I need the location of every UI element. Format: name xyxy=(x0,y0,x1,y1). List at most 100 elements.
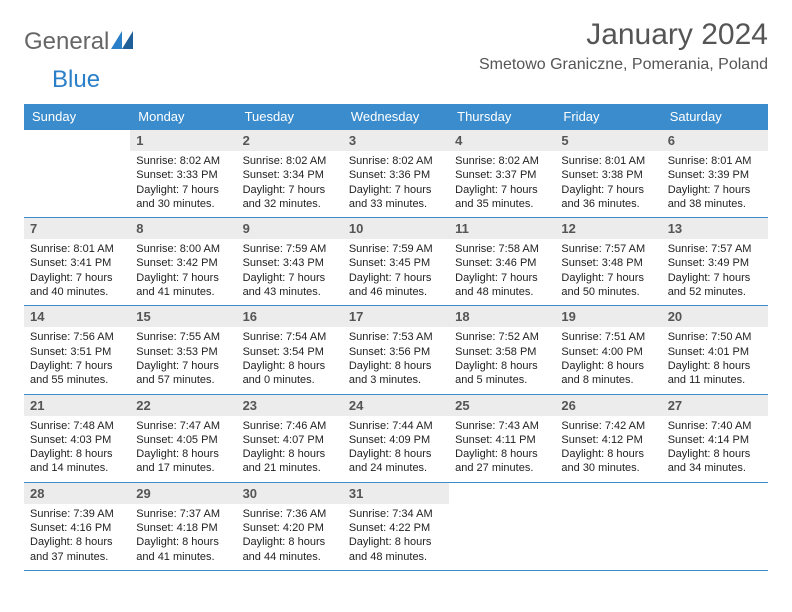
day-body: Sunrise: 8:01 AMSunset: 3:38 PMDaylight:… xyxy=(555,151,661,217)
day-number: 26 xyxy=(555,395,661,416)
daylight-text: Daylight: 7 hours and 41 minutes. xyxy=(136,271,230,300)
day-number: 1 xyxy=(130,130,236,151)
sunrise-text: Sunrise: 8:02 AM xyxy=(243,154,337,168)
day-body: Sunrise: 7:57 AMSunset: 3:48 PMDaylight:… xyxy=(555,239,661,305)
day-body: Sunrise: 7:55 AMSunset: 3:53 PMDaylight:… xyxy=(130,327,236,393)
sunrise-text: Sunrise: 7:42 AM xyxy=(561,419,655,433)
day-number: 9 xyxy=(237,218,343,239)
day-body: Sunrise: 7:54 AMSunset: 3:54 PMDaylight:… xyxy=(237,327,343,393)
day-cell: 28Sunrise: 7:39 AMSunset: 4:16 PMDayligh… xyxy=(24,483,130,570)
day-cell: 18Sunrise: 7:52 AMSunset: 3:58 PMDayligh… xyxy=(449,306,555,393)
calendar-header-row: SundayMondayTuesdayWednesdayThursdayFrid… xyxy=(24,104,768,130)
day-cell: 23Sunrise: 7:46 AMSunset: 4:07 PMDayligh… xyxy=(237,395,343,482)
sunrise-text: Sunrise: 7:54 AM xyxy=(243,330,337,344)
sunset-text: Sunset: 4:12 PM xyxy=(561,433,655,447)
daylight-text: Daylight: 8 hours and 0 minutes. xyxy=(243,359,337,388)
daylight-text: Daylight: 7 hours and 33 minutes. xyxy=(349,183,443,212)
sunset-text: Sunset: 3:48 PM xyxy=(561,256,655,270)
sunrise-text: Sunrise: 7:46 AM xyxy=(243,419,337,433)
sunrise-text: Sunrise: 7:51 AM xyxy=(561,330,655,344)
daylight-text: Daylight: 7 hours and 57 minutes. xyxy=(136,359,230,388)
day-number: 29 xyxy=(130,483,236,504)
daylight-text: Daylight: 7 hours and 52 minutes. xyxy=(668,271,762,300)
day-number: 20 xyxy=(662,306,768,327)
daylight-text: Daylight: 7 hours and 48 minutes. xyxy=(455,271,549,300)
day-number: 19 xyxy=(555,306,661,327)
day-body: Sunrise: 8:01 AMSunset: 3:39 PMDaylight:… xyxy=(662,151,768,217)
day-cell: 13Sunrise: 7:57 AMSunset: 3:49 PMDayligh… xyxy=(662,218,768,305)
sunrise-text: Sunrise: 7:34 AM xyxy=(349,507,443,521)
day-number: 14 xyxy=(24,306,130,327)
daylight-text: Daylight: 7 hours and 35 minutes. xyxy=(455,183,549,212)
day-cell: 27Sunrise: 7:40 AMSunset: 4:14 PMDayligh… xyxy=(662,395,768,482)
day-cell: 14Sunrise: 7:56 AMSunset: 3:51 PMDayligh… xyxy=(24,306,130,393)
daylight-text: Daylight: 7 hours and 43 minutes. xyxy=(243,271,337,300)
day-body: Sunrise: 8:02 AMSunset: 3:33 PMDaylight:… xyxy=(130,151,236,217)
sunrise-text: Sunrise: 8:01 AM xyxy=(30,242,124,256)
day-cell: 6Sunrise: 8:01 AMSunset: 3:39 PMDaylight… xyxy=(662,130,768,217)
day-body: Sunrise: 7:39 AMSunset: 4:16 PMDaylight:… xyxy=(24,504,130,570)
sunrise-text: Sunrise: 7:55 AM xyxy=(136,330,230,344)
sunrise-text: Sunrise: 8:01 AM xyxy=(668,154,762,168)
daylight-text: Daylight: 8 hours and 48 minutes. xyxy=(349,535,443,564)
sunset-text: Sunset: 4:14 PM xyxy=(668,433,762,447)
day-body: Sunrise: 7:37 AMSunset: 4:18 PMDaylight:… xyxy=(130,504,236,570)
sunrise-text: Sunrise: 7:59 AM xyxy=(243,242,337,256)
day-cell: 3Sunrise: 8:02 AMSunset: 3:36 PMDaylight… xyxy=(343,130,449,217)
daylight-text: Daylight: 7 hours and 50 minutes. xyxy=(561,271,655,300)
sunset-text: Sunset: 4:11 PM xyxy=(455,433,549,447)
day-cell: 10Sunrise: 7:59 AMSunset: 3:45 PMDayligh… xyxy=(343,218,449,305)
daylight-text: Daylight: 7 hours and 38 minutes. xyxy=(668,183,762,212)
header-cell-sunday: Sunday xyxy=(24,104,130,130)
daylight-text: Daylight: 7 hours and 55 minutes. xyxy=(30,359,124,388)
day-number: 31 xyxy=(343,483,449,504)
day-cell: 31Sunrise: 7:34 AMSunset: 4:22 PMDayligh… xyxy=(343,483,449,570)
daylight-text: Daylight: 8 hours and 21 minutes. xyxy=(243,447,337,476)
day-cell: 2Sunrise: 8:02 AMSunset: 3:34 PMDaylight… xyxy=(237,130,343,217)
day-body: Sunrise: 7:57 AMSunset: 3:49 PMDaylight:… xyxy=(662,239,768,305)
day-cell: 9Sunrise: 7:59 AMSunset: 3:43 PMDaylight… xyxy=(237,218,343,305)
day-number: 5 xyxy=(555,130,661,151)
week-row: 28Sunrise: 7:39 AMSunset: 4:16 PMDayligh… xyxy=(24,483,768,571)
day-body: Sunrise: 7:46 AMSunset: 4:07 PMDaylight:… xyxy=(237,416,343,482)
day-number: 8 xyxy=(130,218,236,239)
day-body: Sunrise: 7:44 AMSunset: 4:09 PMDaylight:… xyxy=(343,416,449,482)
sunrise-text: Sunrise: 7:47 AM xyxy=(136,419,230,433)
day-body: Sunrise: 7:58 AMSunset: 3:46 PMDaylight:… xyxy=(449,239,555,305)
sunrise-text: Sunrise: 7:37 AM xyxy=(136,507,230,521)
day-number: 30 xyxy=(237,483,343,504)
day-cell xyxy=(555,483,661,570)
day-number: 7 xyxy=(24,218,130,239)
day-cell: 30Sunrise: 7:36 AMSunset: 4:20 PMDayligh… xyxy=(237,483,343,570)
day-cell xyxy=(24,130,130,217)
day-cell: 5Sunrise: 8:01 AMSunset: 3:38 PMDaylight… xyxy=(555,130,661,217)
day-body: Sunrise: 7:51 AMSunset: 4:00 PMDaylight:… xyxy=(555,327,661,393)
day-number: 13 xyxy=(662,218,768,239)
sunrise-text: Sunrise: 7:57 AM xyxy=(561,242,655,256)
sunset-text: Sunset: 3:43 PM xyxy=(243,256,337,270)
daylight-text: Daylight: 8 hours and 5 minutes. xyxy=(455,359,549,388)
sunset-text: Sunset: 3:53 PM xyxy=(136,345,230,359)
sunrise-text: Sunrise: 7:52 AM xyxy=(455,330,549,344)
logo-text-blue: Blue xyxy=(52,66,100,94)
day-cell: 12Sunrise: 7:57 AMSunset: 3:48 PMDayligh… xyxy=(555,218,661,305)
day-body: Sunrise: 7:59 AMSunset: 3:43 PMDaylight:… xyxy=(237,239,343,305)
week-row: 7Sunrise: 8:01 AMSunset: 3:41 PMDaylight… xyxy=(24,218,768,306)
week-row: 21Sunrise: 7:48 AMSunset: 4:03 PMDayligh… xyxy=(24,395,768,483)
sunset-text: Sunset: 4:01 PM xyxy=(668,345,762,359)
header-cell-thursday: Thursday xyxy=(449,104,555,130)
day-cell: 19Sunrise: 7:51 AMSunset: 4:00 PMDayligh… xyxy=(555,306,661,393)
sunset-text: Sunset: 3:51 PM xyxy=(30,345,124,359)
sunrise-text: Sunrise: 7:43 AM xyxy=(455,419,549,433)
day-body: Sunrise: 7:53 AMSunset: 3:56 PMDaylight:… xyxy=(343,327,449,393)
day-body: Sunrise: 8:02 AMSunset: 3:34 PMDaylight:… xyxy=(237,151,343,217)
location-text: Smetowo Graniczne, Pomerania, Poland xyxy=(479,56,768,74)
day-body: Sunrise: 7:59 AMSunset: 3:45 PMDaylight:… xyxy=(343,239,449,305)
day-cell: 8Sunrise: 8:00 AMSunset: 3:42 PMDaylight… xyxy=(130,218,236,305)
sunrise-text: Sunrise: 8:01 AM xyxy=(561,154,655,168)
daylight-text: Daylight: 8 hours and 27 minutes. xyxy=(455,447,549,476)
sunrise-text: Sunrise: 7:59 AM xyxy=(349,242,443,256)
sunset-text: Sunset: 4:16 PM xyxy=(30,521,124,535)
daylight-text: Daylight: 8 hours and 41 minutes. xyxy=(136,535,230,564)
day-number: 16 xyxy=(237,306,343,327)
